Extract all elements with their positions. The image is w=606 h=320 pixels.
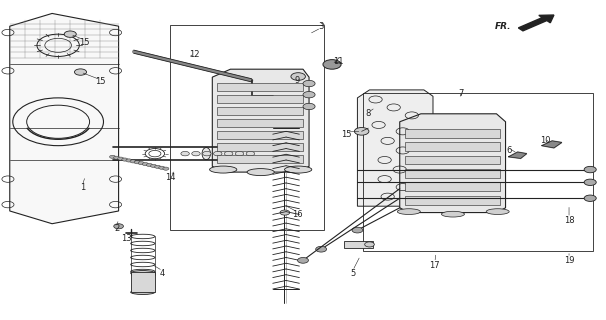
Ellipse shape — [131, 270, 155, 276]
Circle shape — [142, 163, 148, 166]
Bar — [405, 169, 500, 178]
Circle shape — [114, 156, 119, 159]
Bar — [405, 142, 500, 151]
Text: 9: 9 — [295, 76, 299, 85]
Polygon shape — [212, 69, 309, 172]
Text: 12: 12 — [189, 50, 199, 59]
Circle shape — [235, 151, 244, 156]
Circle shape — [291, 73, 305, 80]
Ellipse shape — [441, 211, 464, 217]
Circle shape — [323, 60, 341, 69]
Circle shape — [147, 164, 153, 167]
Circle shape — [130, 160, 136, 163]
Bar — [405, 156, 500, 164]
Text: 3: 3 — [318, 22, 324, 31]
Text: 19: 19 — [564, 256, 574, 265]
Polygon shape — [358, 90, 433, 206]
Bar — [131, 272, 155, 292]
Text: 15: 15 — [95, 77, 105, 86]
Text: 5: 5 — [350, 268, 355, 278]
Circle shape — [126, 159, 132, 162]
Circle shape — [159, 166, 165, 169]
Circle shape — [181, 151, 189, 156]
Bar — [217, 119, 303, 127]
Bar — [344, 241, 373, 248]
Bar — [217, 107, 303, 115]
Bar — [217, 155, 303, 163]
Circle shape — [316, 246, 327, 252]
Bar — [217, 95, 303, 103]
Circle shape — [355, 127, 369, 135]
Circle shape — [138, 162, 144, 165]
Ellipse shape — [398, 209, 421, 214]
Text: 10: 10 — [539, 136, 550, 145]
Circle shape — [224, 151, 233, 156]
Circle shape — [584, 166, 596, 173]
Text: 11: 11 — [333, 57, 344, 66]
Ellipse shape — [248, 147, 258, 160]
Circle shape — [64, 31, 76, 37]
Text: 2: 2 — [114, 224, 119, 233]
Text: 7: 7 — [459, 89, 464, 98]
Text: 17: 17 — [430, 261, 440, 270]
Circle shape — [303, 103, 315, 110]
Bar — [217, 83, 303, 91]
Circle shape — [246, 151, 255, 156]
Circle shape — [150, 164, 156, 167]
Circle shape — [280, 210, 290, 215]
Circle shape — [134, 161, 140, 164]
Text: 18: 18 — [564, 216, 574, 225]
Circle shape — [352, 227, 363, 233]
Circle shape — [213, 151, 222, 156]
Polygon shape — [10, 13, 119, 224]
Text: 4: 4 — [160, 268, 165, 278]
Ellipse shape — [131, 290, 155, 294]
Circle shape — [298, 258, 308, 263]
Circle shape — [365, 242, 375, 247]
Polygon shape — [542, 141, 562, 148]
Circle shape — [202, 151, 211, 156]
Circle shape — [584, 179, 596, 186]
Circle shape — [118, 157, 124, 160]
Bar — [405, 196, 500, 204]
Circle shape — [114, 224, 124, 229]
Circle shape — [110, 155, 116, 158]
Text: 13: 13 — [121, 234, 132, 243]
Circle shape — [191, 151, 200, 156]
Text: 14: 14 — [165, 173, 175, 182]
Circle shape — [584, 195, 596, 201]
Bar — [405, 182, 500, 191]
Bar — [217, 143, 303, 151]
Circle shape — [155, 165, 161, 168]
FancyArrow shape — [518, 15, 554, 31]
Bar — [405, 129, 500, 138]
Text: 16: 16 — [291, 210, 302, 219]
Text: FR.: FR. — [495, 22, 511, 31]
Circle shape — [303, 92, 315, 98]
Text: 6: 6 — [506, 146, 511, 155]
Polygon shape — [508, 152, 527, 158]
Ellipse shape — [285, 166, 311, 173]
Text: 15: 15 — [341, 130, 351, 139]
Ellipse shape — [486, 209, 509, 214]
Polygon shape — [400, 114, 505, 212]
Text: 1: 1 — [80, 183, 85, 192]
Bar — [217, 131, 303, 139]
Circle shape — [163, 167, 169, 170]
Text: 15: 15 — [79, 38, 89, 47]
Circle shape — [75, 69, 87, 75]
Ellipse shape — [247, 169, 275, 176]
Ellipse shape — [202, 148, 210, 160]
Circle shape — [303, 80, 315, 87]
Ellipse shape — [210, 166, 237, 173]
Text: 8: 8 — [365, 109, 371, 118]
Circle shape — [122, 158, 128, 161]
